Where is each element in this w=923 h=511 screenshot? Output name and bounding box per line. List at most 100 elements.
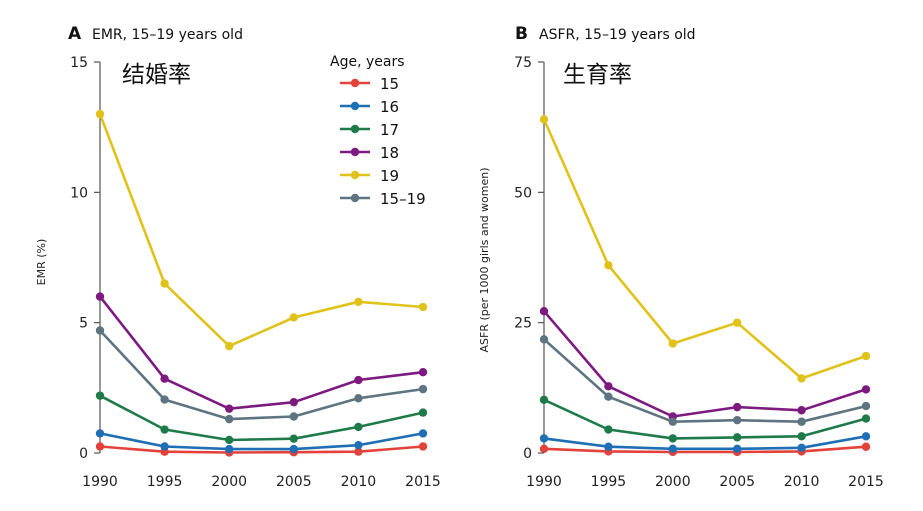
legend-swatch-marker (350, 147, 360, 157)
panel-a-data-point (289, 412, 298, 421)
panel-a-data-point (95, 292, 105, 301)
panel-a-data-point (95, 326, 105, 335)
panel-b-data-point (668, 339, 677, 348)
panel-b-data-point (861, 442, 871, 451)
panel-a-data-point (354, 440, 363, 450)
panel-b-x-tick-label: 1990 (526, 474, 562, 490)
panel-b-axes: 0 25 50 75 1990 1995 2000 2005 2010 2015 (514, 55, 884, 490)
panel-b-data-point (861, 414, 871, 423)
panel-a-series-line-18 (98, 295, 424, 411)
panel-a-letter: A (68, 24, 82, 44)
panel-a-title: EMR, 15–19 years old (92, 27, 243, 43)
panel-b-data-point (668, 417, 677, 426)
panel-a-data-point (160, 442, 169, 451)
panel-b-data-point (797, 443, 806, 452)
legend-item-label: 18 (380, 144, 399, 162)
panel-a-data-point (418, 384, 428, 394)
panel-b-data-point (604, 382, 613, 391)
panel-a-series-line-19 (98, 113, 424, 348)
panel-a-data-point (354, 297, 363, 307)
panel-b-title: ASFR, 15–19 years old (539, 27, 696, 43)
panel-b-y-tick-label: 50 (514, 185, 532, 201)
panel-a-axes: 0 5 10 15 1990 1995 2000 2005 2010 2015 (70, 55, 441, 490)
panel-b-data-point (539, 434, 549, 443)
panel-a-series-line-16 (99, 432, 424, 451)
panel-b-series-line-16 (543, 435, 867, 451)
panel-b-x-tick-label: 1995 (591, 474, 627, 490)
legend: Age, years 15 16 17 18 19 15–19 (330, 54, 426, 208)
panel-a-data-point (95, 391, 105, 400)
panel-b-asfr: B ASFR, 15–19 years old 生育率 ASFR (per 10… (478, 24, 884, 490)
panel-a-data-point (225, 444, 234, 454)
panel-a-x-tick-label: 2015 (405, 474, 441, 490)
legend-item-label: 15–19 (380, 190, 426, 208)
panel-b-data-point (733, 415, 742, 425)
legend-item-label: 19 (380, 167, 399, 185)
panel-a-annotation: 结婚率 (122, 62, 191, 88)
legend-swatch-marker (350, 170, 360, 180)
panel-b-data-point (733, 433, 742, 442)
panel-b-x-tick-label: 2005 (719, 474, 755, 490)
panel-b-series-line-18 (543, 310, 867, 418)
panel-a-data-point (418, 302, 428, 312)
panel-a-data-point (225, 435, 234, 445)
legend-swatch-marker (350, 193, 360, 203)
panel-a-data-point (418, 367, 428, 377)
panel-b-series-line-15 (543, 445, 867, 454)
legend-swatch-marker (350, 124, 360, 134)
panel-a-y-tick-label: 15 (70, 55, 88, 71)
panel-a-series-line-15 (99, 445, 424, 454)
panel-b-data-point (861, 401, 871, 411)
panel-a-data-point (289, 444, 298, 454)
panel-b-data-point (797, 432, 806, 441)
panel-a-data-point (418, 429, 428, 438)
panel-b-x-tick-label: 2015 (848, 474, 884, 490)
panel-a-data-point (418, 442, 428, 451)
panel-a-data-point (160, 395, 169, 404)
panel-b-data-point (604, 425, 613, 434)
panel-a-data-point (354, 447, 363, 456)
panel-b-data-point (861, 432, 871, 441)
panel-a-series-line-17 (99, 394, 424, 442)
panel-b-series-line-17 (543, 398, 867, 440)
panel-a-data-point (95, 442, 105, 451)
panel-a-data-point (289, 313, 298, 322)
panel-b-data-point (861, 385, 871, 394)
panel-a-series-line-15–19 (99, 329, 424, 421)
panel-b-y-tick-label: 25 (514, 316, 532, 332)
panel-a-data-point (225, 341, 234, 351)
panel-a-data-point (354, 422, 363, 432)
panel-b-y-tick-label: 0 (523, 446, 532, 462)
panel-b-y-axis-title: ASFR (per 1000 girls and women) (478, 167, 491, 352)
panel-b-data-point (797, 417, 806, 426)
panel-b-data-point (604, 392, 613, 401)
panel-b-data-point (539, 335, 549, 344)
panel-b-data-point (668, 444, 677, 454)
panel-b-data-point (668, 434, 677, 443)
panel-a-data-point (289, 397, 298, 407)
legend-swatch-marker (350, 101, 360, 111)
panel-a-data-point (95, 429, 105, 438)
panel-b-data-point (539, 395, 549, 405)
panel-b-data-point (797, 374, 806, 383)
panel-b-data-point (604, 261, 613, 270)
panel-a-y-tick-label: 10 (70, 185, 88, 201)
legend-title: Age, years (330, 54, 405, 70)
legend-item-label: 15 (380, 75, 399, 93)
panel-a-data-point (160, 425, 169, 434)
panel-a-data-point (225, 404, 234, 413)
panel-b-data-point (539, 115, 549, 124)
panel-b-data-point (733, 318, 742, 327)
panel-a-data-point (289, 434, 298, 443)
panel-b-series-line-19 (542, 118, 867, 380)
panel-a-data-point (418, 408, 428, 417)
panel-b-data-point (539, 306, 549, 316)
panel-b-data-point (861, 351, 871, 361)
panel-a-data-point (95, 109, 105, 119)
panel-a-emr: A EMR, 15–19 years old 结婚率 EMR (%) 0 5 10 1… (35, 24, 441, 490)
panel-a-data-point (354, 394, 363, 403)
panel-b-data-point (539, 444, 549, 454)
panel-a-data-point (160, 279, 169, 288)
panel-a-x-tick-label: 1990 (82, 474, 118, 490)
